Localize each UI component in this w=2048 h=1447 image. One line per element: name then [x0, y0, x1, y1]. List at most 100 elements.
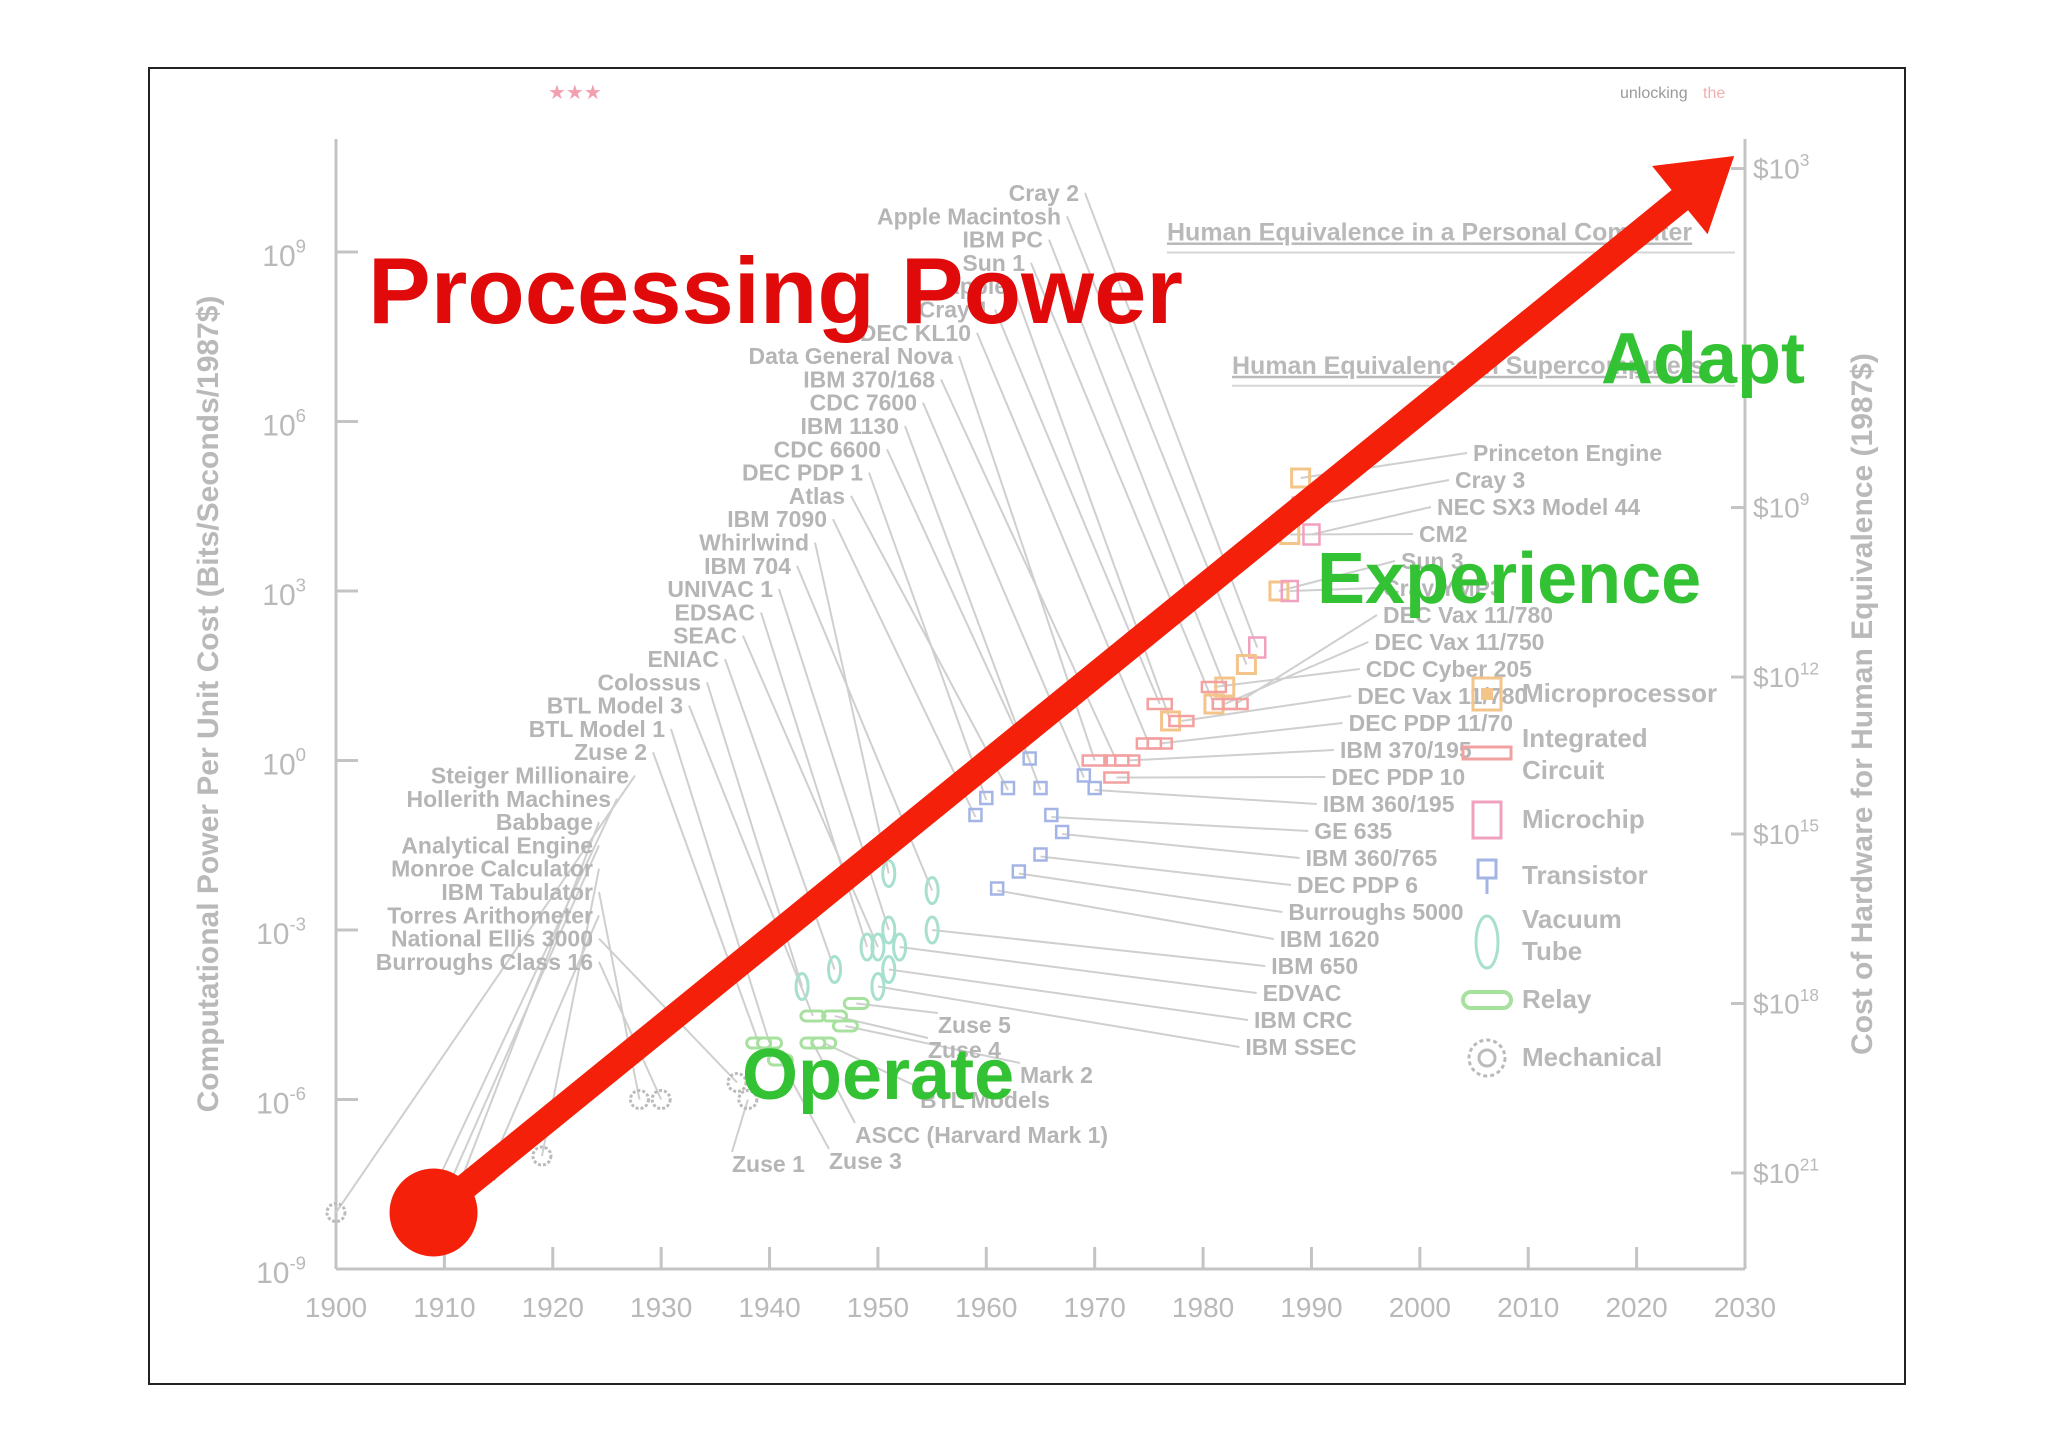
machine-point-left-25	[325, 1202, 347, 1223]
mechanical-icon-shape	[1467, 1038, 1507, 1078]
machine-label-right-16: DEC PDP 6	[1297, 872, 1418, 898]
microprocessor-icon-shape	[1471, 676, 1503, 712]
machine-point-right-4	[1268, 580, 1290, 602]
machine-label-right-0: Princeton Engine	[1473, 440, 1662, 466]
machine-leader-left-16	[796, 565, 934, 891]
machine-leader-right-2	[1311, 506, 1432, 536]
reference-line-label-0: Human Equivalence in a Personal Computer	[1167, 218, 1692, 246]
machine-label-left-14: IBM 7090	[727, 506, 827, 532]
machine-leader-right-3	[1289, 533, 1414, 536]
machine-leader-left-23	[670, 728, 771, 1044]
machine-label-right-1: Cray 3	[1455, 467, 1525, 493]
machine-label-bottom-3: BTL Models	[920, 1087, 1050, 1113]
machine-label-left-15: Whirlwind	[699, 530, 809, 556]
x-tick-label-4: 1940	[738, 1292, 800, 1323]
microprocessor-icon-core	[1481, 688, 1493, 700]
machine-label-right-9: DEC Vax 11/780	[1357, 683, 1527, 709]
integrated-circuit-icon	[1461, 745, 1513, 761]
slide-title: Processing Power	[368, 238, 1183, 343]
x-tick-label-8: 1980	[1172, 1292, 1234, 1323]
machine-label-right-2: NEC SX3 Model 44	[1437, 494, 1640, 520]
machine-label-left-16: IBM 704	[704, 553, 791, 579]
machine-point-right-7	[1211, 697, 1239, 711]
machine-point-right-21	[881, 954, 897, 984]
legend-label-4-line2: Tube	[1522, 936, 1582, 966]
data-points	[325, 467, 1321, 1223]
machine-label-right-8: CDC Cyber 205	[1366, 656, 1532, 682]
machine-point-left-12	[979, 790, 994, 806]
machine-point-right-2	[1302, 523, 1321, 546]
machine-leader-bottom-4	[812, 1042, 856, 1124]
machine-point-right-15	[1054, 824, 1070, 840]
x-tick-label-12: 2020	[1605, 1292, 1667, 1323]
legend-label-6: Mechanical	[1522, 1042, 1662, 1072]
machine-point-right-22	[870, 972, 886, 1001]
machine-label-left-7: Data General Nova	[748, 343, 953, 369]
machine-point-left-2	[1214, 676, 1236, 698]
machine-label-right-18: IBM 1620	[1280, 926, 1380, 952]
relay-icon-shape	[1461, 990, 1513, 1010]
vacuum-tube-icon	[1474, 914, 1500, 970]
machine-label-left-4: Apple	[943, 273, 1007, 299]
legend-label-0: Microprocessor	[1522, 678, 1717, 708]
machine-point-right-20	[892, 932, 908, 962]
machine-label-right-4: Sun 3	[1401, 548, 1464, 574]
machine-label-right-19: IBM 650	[1271, 953, 1358, 979]
legend-label-1-line2: Circuit	[1522, 755, 1605, 785]
machine-label-left-12: DEC PDP 1	[742, 460, 863, 486]
machine-label-right-17: Burroughs 5000	[1288, 899, 1463, 925]
machine-leader-left-6	[976, 332, 1150, 744]
x-tick-label-7: 1970	[1064, 1292, 1126, 1323]
machine-leader-right-18	[996, 889, 1274, 940]
machine-point-bottom-2	[831, 1019, 859, 1033]
machine-point-bottom-0	[842, 997, 870, 1011]
machine-point-left-29	[531, 1145, 553, 1167]
microprocessor-icon	[1471, 676, 1503, 712]
machine-label-bottom-5: Zuse 1	[732, 1151, 805, 1177]
machine-point-right-9	[1168, 714, 1195, 728]
machine-point-bottom-4	[799, 1036, 827, 1050]
machine-point-left-21	[794, 972, 810, 1001]
machine-point-left-19	[870, 932, 886, 962]
machine-point-right-14	[1044, 807, 1059, 823]
machine-label-left-19: SEAC	[673, 623, 737, 649]
machine-label-right-5: Cray YMP3	[1383, 575, 1503, 601]
transistor-icon	[1476, 858, 1498, 894]
machine-label-left-30: IBM Tabulator	[441, 879, 593, 905]
trend-arrow-line	[420, 187, 1693, 1226]
machine-leader-right-17	[1018, 872, 1283, 913]
machine-label-left-11: CDC 6600	[774, 436, 881, 462]
machine-point-left-24	[745, 1036, 773, 1050]
phase-adapt: Adapt	[1601, 319, 1805, 399]
y-tick-label-2: 10-3	[256, 914, 306, 952]
machine-label-left-18: EDSAC	[674, 599, 755, 625]
machine-point-left-17	[881, 915, 897, 945]
machine-leader-bottom-3	[823, 1042, 921, 1089]
machine-label-bottom-4: ASCC (Harvard Mark 1)	[855, 1122, 1108, 1148]
y-tick-label-0: 10-9	[256, 1253, 306, 1291]
machine-label-bottom-6: Zuse 3	[829, 1148, 902, 1174]
mechanical-icon	[1467, 1038, 1507, 1078]
machine-point-left-0	[1248, 636, 1267, 659]
mechanical-icon-hub	[1477, 1048, 1497, 1068]
machine-point-right-19	[924, 915, 940, 945]
machine-leader-right-13	[1094, 789, 1317, 805]
machine-label-right-20: EDVAC	[1263, 980, 1342, 1006]
machine-point-left-5	[1146, 697, 1173, 711]
machine-point-right-13	[1087, 780, 1102, 796]
relay-icon	[1461, 990, 1513, 1010]
machine-label-left-27: Babbage	[496, 809, 593, 835]
machine-point-right-8	[1200, 680, 1228, 694]
machine-leader-right-5	[1289, 587, 1378, 592]
machine-leader-bottom-0	[856, 1002, 939, 1014]
machine-point-left-33	[650, 1089, 672, 1110]
machine-leader-bottom-6	[779, 1059, 830, 1150]
machine-label-right-22: IBM SSEC	[1245, 1034, 1356, 1060]
y-tick-label-6: 109	[262, 236, 306, 274]
machine-label-left-31: Torres Arithometer	[387, 902, 593, 928]
machine-point-left-30	[628, 1089, 650, 1110]
machine-leader-left-19	[742, 635, 879, 948]
processing-power-chart: unlocking the ★★★ 1900 1910 1920 1930 1940 19…	[192, 80, 1879, 1323]
machine-label-bottom-2: Mark 2	[1020, 1062, 1093, 1088]
machine-leader-left-14	[832, 518, 977, 818]
